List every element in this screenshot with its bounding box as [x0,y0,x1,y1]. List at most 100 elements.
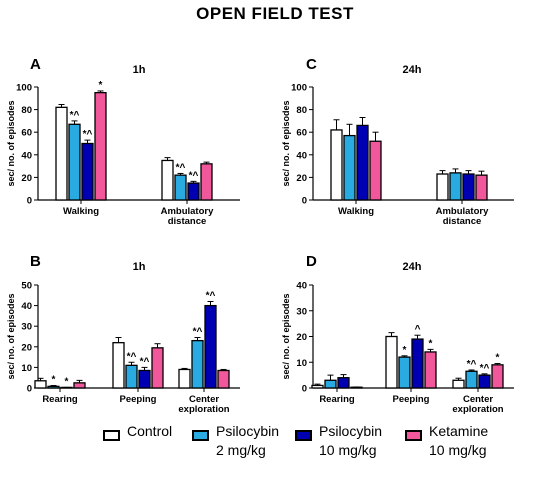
bar [73,382,86,389]
bar [436,173,449,201]
significance-mark: *^ [140,356,150,367]
y-tick-label: 50 [21,281,32,292]
panel-letter: A [30,56,41,73]
bar [174,174,187,201]
bar [191,339,204,389]
x-tick-label: Center exploration [452,394,503,415]
y-axis-label: sec/ no. of episodes [6,293,16,379]
bar [178,368,191,389]
bar [34,380,47,389]
x-tick-label: Ambulatory distance [436,206,490,227]
bar [424,351,437,389]
y-tick-label: 40 [21,301,32,312]
legend-label-psilocybin-10: Psilocybin 10 mg/kg [319,423,383,458]
bar [311,384,324,389]
y-tick-label: 20 [296,332,307,343]
bar [324,379,337,389]
significance-mark: *^ [467,359,477,370]
significance-mark: *^ [193,327,203,338]
bar [204,304,217,389]
chart-panel-d: D 24h sec/ no. of episodes 0 10 20 30 40 Rearing… [281,253,514,415]
y-tick-label: 40 [296,150,307,161]
y-tick-label: 30 [21,322,32,333]
bar [356,124,369,201]
y-axis-label: sec/ no. of episodes [6,100,16,186]
legend-item-psilocybin-2: Psilocybin 2 mg/kg [192,422,279,460]
legend-label-control: Control [127,423,173,439]
panel-letter: D [306,253,317,270]
bar [81,142,94,201]
x-tick-label: Walking [63,206,99,217]
bar [478,374,491,389]
y-tick-label: 20 [21,173,32,184]
significance-mark: *^ [206,290,216,301]
y-tick-label: 40 [21,150,32,161]
bar [398,356,411,389]
legend-label-psilocybin-2: Psilocybin 2 mg/kg [216,423,280,458]
y-axis-label: sec/ no. of episodes [281,293,291,379]
x-tick-label: Peeping [120,394,157,405]
significance-mark: *^ [70,110,80,121]
bar [68,123,81,201]
legend-swatch-psilocybin-2 [192,430,209,441]
legend-item-control: Control [103,422,172,441]
y-tick-label: 20 [21,342,32,353]
bar [330,129,343,201]
y-tick-label: 20 [296,173,307,184]
bar [411,338,424,389]
panel-letter: C [306,56,317,73]
significance-mark: * [496,353,500,364]
legend-swatch-psilocybin-10 [295,430,312,441]
legend: Control Psilocybin 2 mg/kg Psilocybin 10… [0,416,550,472]
significance-mark: *^ [189,170,199,181]
legend-swatch-ketamine [405,430,422,441]
bar [125,364,138,389]
y-tick-label: 0 [302,384,307,395]
y-tick-label: 100 [291,83,307,94]
bar [475,174,488,201]
bar [343,134,356,201]
y-tick-label: 40 [296,281,307,292]
significance-mark: * [52,375,56,386]
chart-panel-b: B 1h sec/ no. of episodes 0 10 20 30 40 50 Rearin… [6,253,240,415]
legend-label-ketamine: Ketamine 10 mg/kg [429,423,489,458]
significance-mark: *^ [480,363,490,374]
significance-mark: *^ [127,351,137,362]
chart-panel-a: A 1h sec/ no. of episodes 0 20 40 60 80 100 Walki… [6,56,240,227]
x-tick-label: Rearing [42,394,78,405]
legend-item-ketamine: Ketamine 10 mg/kg [405,422,488,460]
bar [449,172,462,201]
y-tick-label: 60 [21,128,32,139]
panel-title: 1h [133,64,146,76]
legend-item-psilocybin-10: Psilocybin 10 mg/kg [295,422,382,460]
bar [187,182,200,201]
bar [55,106,68,201]
x-tick-label: Center exploration [178,394,229,415]
y-tick-label: 30 [296,306,307,317]
bar [462,173,475,201]
significance-mark: * [403,345,407,356]
figure-title: OPEN FIELD TEST [196,4,354,23]
bar [337,377,350,389]
bar [385,335,398,389]
x-tick-label: Walking [338,206,374,217]
bar [138,369,151,389]
y-tick-label: 0 [302,196,307,207]
bar [47,385,60,389]
y-axis-label: sec/ no. of episodes [281,100,291,186]
panel-title: 24h [403,261,422,273]
bar [465,370,478,389]
y-tick-label: 80 [21,105,32,116]
y-tick-label: 10 [296,358,307,369]
x-tick-label: Peeping [393,394,430,405]
y-tick-label: 0 [27,196,32,207]
panel-title: 24h [403,64,422,76]
bar [491,364,504,389]
bar [161,159,174,201]
bar [200,163,213,201]
bar [217,369,230,389]
x-tick-label: Ambulatory distance [161,206,215,227]
y-tick-label: 0 [27,384,32,395]
y-tick-label: 60 [296,128,307,139]
